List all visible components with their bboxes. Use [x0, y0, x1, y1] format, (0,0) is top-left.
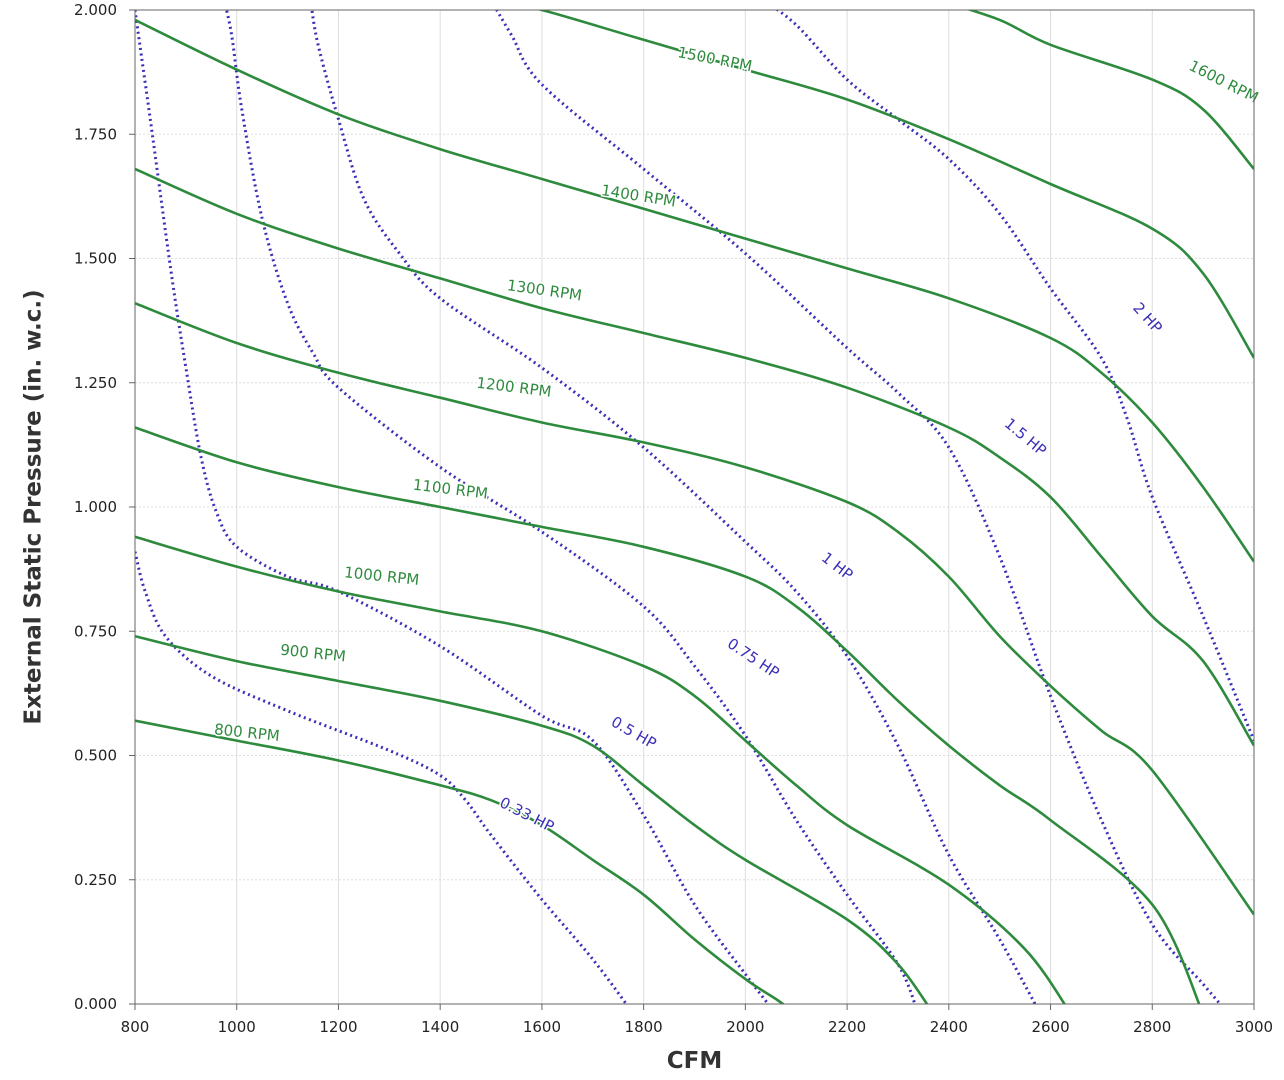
x-axis-ticks: 800 1000 1200 1400 1600 1800 2000 2200 2400 2600 2… — [121, 1004, 1273, 1036]
hp-curve-2-hp — [775, 10, 1254, 742]
x-tick-label: 1400 — [421, 1018, 459, 1036]
y-tick-label: 1.000 — [74, 498, 117, 516]
x-tick-label: 1600 — [523, 1018, 561, 1036]
y-tick-label: 1.750 — [74, 125, 117, 143]
y-tick-label: 0.250 — [74, 871, 117, 889]
x-tick-label: 1800 — [625, 1018, 663, 1036]
hp-curve-033-hp — [135, 551, 629, 1004]
x-tick-label: 2600 — [1031, 1018, 1069, 1036]
y-tick-label: 0.750 — [74, 622, 117, 640]
hp-curve-15-hp — [495, 10, 1223, 1004]
rpm-curve-1400-rpm — [135, 18, 1254, 563]
x-tick-label: 2000 — [726, 1018, 764, 1036]
x-tick-label: 2400 — [930, 1018, 968, 1036]
rpm-curve-1000-rpm — [135, 535, 1066, 1004]
rpm-curve-1600-rpm — [966, 10, 1254, 170]
y-axis-title: External Static Pressure (in. w.c.) — [21, 289, 47, 724]
rpm-curve-1100-rpm — [135, 426, 1201, 1004]
x-tick-label: 3000 — [1235, 1018, 1273, 1036]
y-tick-label: 0.000 — [74, 995, 117, 1013]
x-tick-label: 2800 — [1133, 1018, 1171, 1036]
y-axis-ticks: 0.000 0.250 0.500 0.750 1.000 1.250 1.500 1.750… — [74, 1, 135, 1013]
rpm-curves — [135, 10, 1254, 1004]
x-tick-label: 1200 — [319, 1018, 357, 1036]
rpm-curve-1200-rpm — [135, 301, 1254, 916]
x-tick-label: 800 — [121, 1018, 150, 1036]
y-tick-label: 1.500 — [74, 250, 117, 268]
x-tick-label: 1000 — [218, 1018, 256, 1036]
rpm-curve-1300-rpm — [135, 167, 1254, 747]
x-tick-label: 2200 — [828, 1018, 866, 1036]
horsepower-curves — [135, 10, 1254, 1004]
y-tick-label: 2.000 — [74, 1, 117, 19]
y-tick-label: 0.500 — [74, 747, 117, 765]
x-axis-title: CFM — [667, 1048, 722, 1074]
rpm-curve-800-rpm — [135, 719, 786, 1004]
y-tick-label: 1.250 — [74, 374, 117, 392]
rpm-curve-900-rpm — [135, 634, 929, 1004]
grid-lines — [135, 10, 1254, 1004]
rpm-curve-1500-rpm — [536, 10, 1254, 359]
